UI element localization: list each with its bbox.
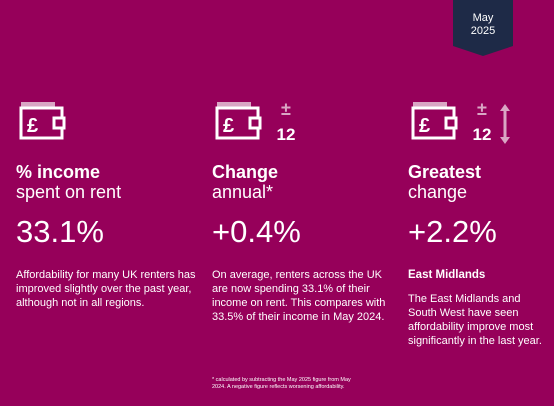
annual-change-column: £ ± 12 Change annual* +0.4% On average, … [212,96,392,323]
column-value: +0.4% [212,214,301,249]
column-heading-bold: Greatest [408,162,482,182]
badge-month: May [472,12,494,24]
column-heading-light: spent on rent [16,182,122,202]
footnote: * calculated by subtracting the May 2025… [212,377,351,390]
column-heading-bold: % income [16,162,101,182]
column-value: 33.1% [16,214,104,249]
column-description: On average, renters across the UK are no… [212,269,386,323]
column-description: The East Midlands and South West have se… [408,293,542,347]
months-number: 12 [277,125,296,144]
wallet-pound-icon: £ [411,102,458,140]
wallet-pound-icon: £ [215,102,262,140]
plus-minus-12-icon: ± 12 [473,100,492,144]
up-down-arrow-icon [500,104,510,144]
months-number: 12 [473,125,492,144]
date-badge: May 2025 [453,0,513,56]
income-spent-column: £ % income spent on rent 33.1% Affordabi… [16,96,196,309]
wallet-pound-icon: £ [19,102,66,140]
svg-text:£: £ [223,115,234,137]
badge-year: 2025 [470,25,496,37]
plus-minus-glyph: ± [477,100,487,119]
svg-text:£: £ [27,115,38,137]
svg-text:£: £ [419,115,430,137]
column-heading-light: change [408,182,468,202]
icon-group: £ ± 12 [408,96,548,150]
column-description: Affordability for many UK renters has im… [16,269,196,309]
region-name: East Midlands [408,269,486,281]
icon-group: £ ± 12 [212,96,392,150]
greatest-change-column: £ ± 12 Greatest change +2.2% East Midlan… [408,96,548,347]
column-heading-light: annual* [212,182,274,202]
column-heading-bold: Change [212,162,279,182]
plus-minus-glyph: ± [281,100,291,119]
plus-minus-12-icon: ± 12 [277,100,296,144]
badge-notch [453,46,513,56]
icon-group: £ [16,96,196,150]
column-value: +2.2% [408,214,497,249]
